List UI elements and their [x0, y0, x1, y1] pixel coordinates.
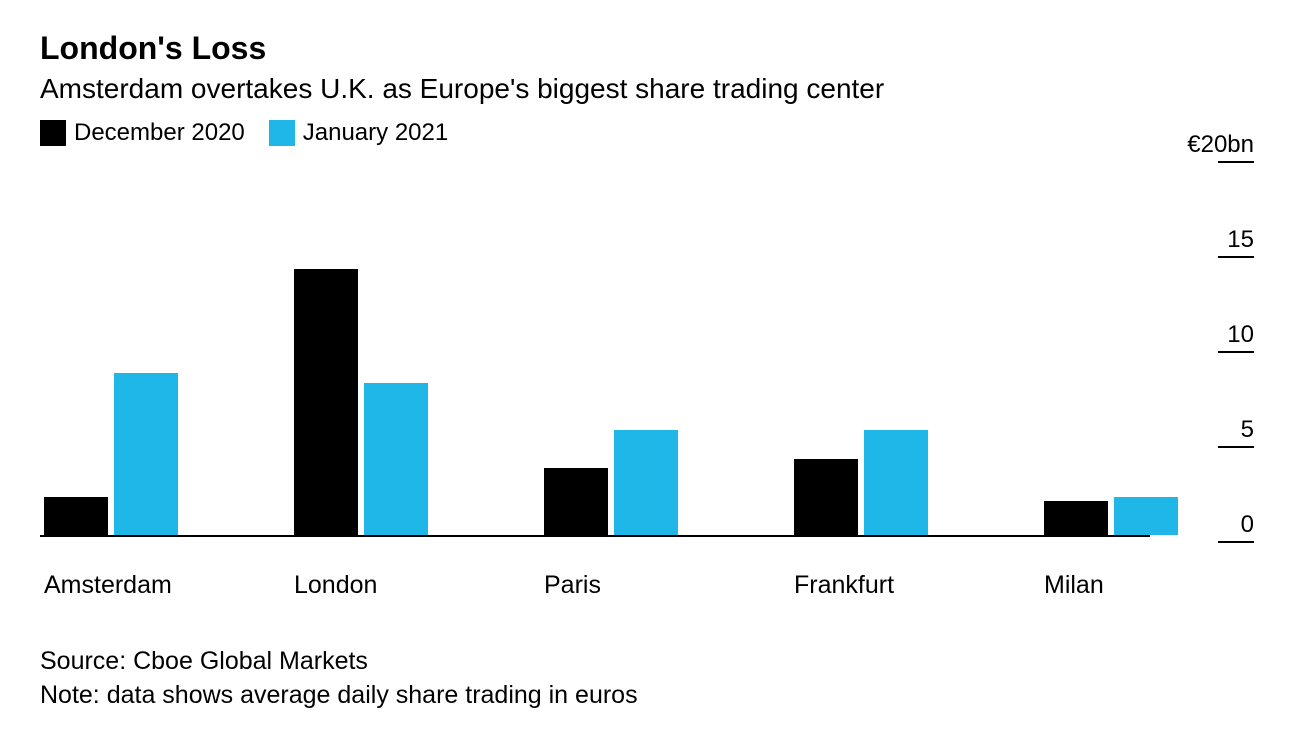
bar-frankfurt-dec2020	[794, 459, 858, 535]
legend-label-1: January 2021	[303, 119, 448, 147]
bar-amsterdam-jan2021	[114, 373, 178, 535]
bar-paris-dec2020	[544, 468, 608, 535]
y-tick-mark-15	[1218, 256, 1254, 258]
chart-title: London's Loss	[40, 30, 1254, 67]
plot-area	[40, 157, 1150, 537]
y-tick-0: 0	[1218, 513, 1254, 543]
y-tick-label-15: 15	[1218, 228, 1254, 252]
y-tick-mark-10	[1218, 351, 1254, 353]
chart-container: London's Loss Amsterdam overtakes U.K. a…	[0, 0, 1294, 743]
bar-london-dec2020	[294, 269, 358, 535]
bar-group-frankfurt	[794, 430, 928, 535]
bar-amsterdam-dec2020	[44, 497, 108, 535]
y-tick-label-20: €20bn	[1187, 133, 1254, 157]
chart-subtitle: Amsterdam overtakes U.K. as Europe's big…	[40, 73, 1254, 105]
chart-footer: Source: Cboe Global Markets Note: data s…	[40, 645, 1254, 713]
y-tick-5: 5	[1218, 418, 1254, 448]
legend-label-0: December 2020	[74, 119, 245, 147]
chart-plot-wrap: €20bn 15 10 5 0	[40, 157, 1254, 557]
y-tick-mark-0	[1218, 541, 1254, 543]
bar-frankfurt-jan2021	[864, 430, 928, 535]
x-axis-labels: Amsterdam London Paris Frankfurt Milan	[40, 565, 1150, 605]
y-tick-10: 10	[1218, 323, 1254, 353]
x-label-frankfurt: Frankfurt	[794, 571, 894, 600]
y-tick-label-5: 5	[1218, 418, 1254, 442]
bar-paris-jan2021	[614, 430, 678, 535]
x-label-london: London	[294, 571, 377, 600]
bar-london-jan2021	[364, 383, 428, 535]
y-tick-mark-20	[1218, 161, 1254, 163]
y-axis: €20bn 15 10 5 0	[1154, 157, 1254, 537]
y-tick-label-0: 0	[1218, 513, 1254, 537]
legend: December 2020 January 2021	[40, 119, 1254, 147]
source-line: Source: Cboe Global Markets	[40, 645, 1254, 679]
x-label-paris: Paris	[544, 571, 601, 600]
y-tick-mark-5	[1218, 446, 1254, 448]
legend-item-0: December 2020	[40, 119, 245, 147]
x-label-amsterdam: Amsterdam	[44, 571, 172, 600]
bar-group-amsterdam	[44, 373, 178, 535]
legend-swatch-0	[40, 120, 66, 146]
x-label-milan: Milan	[1044, 571, 1104, 600]
y-tick-15: 15	[1218, 228, 1254, 258]
note-line: Note: data shows average daily share tra…	[40, 679, 1254, 713]
legend-item-1: January 2021	[269, 119, 448, 147]
bar-group-paris	[544, 430, 678, 535]
y-tick-20: €20bn	[1187, 133, 1254, 163]
bar-milan-dec2020	[1044, 501, 1108, 535]
y-tick-label-10: 10	[1218, 323, 1254, 347]
legend-swatch-1	[269, 120, 295, 146]
bar-group-london	[294, 269, 428, 535]
